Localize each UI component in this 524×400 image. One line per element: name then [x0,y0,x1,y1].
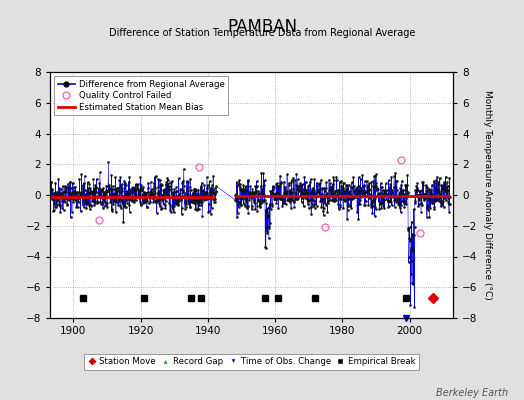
Legend: Difference from Regional Average, Quality Control Failed, Estimated Station Mean: Difference from Regional Average, Qualit… [54,76,228,115]
Text: Difference of Station Temperature Data from Regional Average: Difference of Station Temperature Data f… [109,28,415,38]
Legend: Station Move, Record Gap, Time of Obs. Change, Empirical Break: Station Move, Record Gap, Time of Obs. C… [84,354,419,370]
Y-axis label: Monthly Temperature Anomaly Difference (°C): Monthly Temperature Anomaly Difference (… [483,90,492,300]
Text: Berkeley Earth: Berkeley Earth [436,388,508,398]
Text: PAMBAN: PAMBAN [227,18,297,36]
